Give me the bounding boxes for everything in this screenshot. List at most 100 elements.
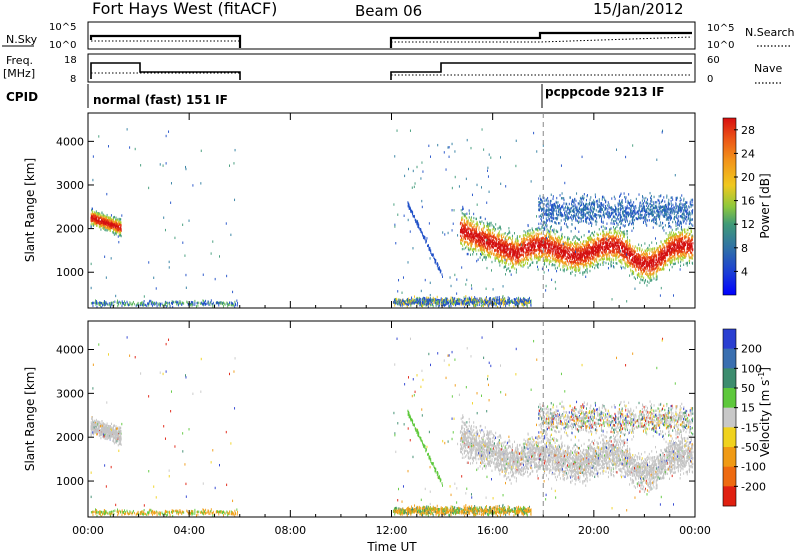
power-echo	[106, 213, 108, 217]
power-echo	[567, 241, 569, 244]
power-echo	[501, 245, 503, 248]
power-echo	[119, 234, 121, 237]
power-echo	[501, 239, 503, 242]
power-echo	[558, 242, 560, 246]
power-echo	[115, 232, 116, 235]
power-echo	[499, 239, 501, 243]
power-echo	[494, 259, 496, 262]
power-echo	[477, 258, 479, 261]
power-echo	[619, 246, 620, 249]
power-echo	[534, 247, 536, 250]
power-echo	[533, 245, 535, 248]
power-echo	[468, 209, 470, 212]
power-echo	[91, 208, 93, 212]
power-echo	[557, 239, 558, 242]
power-echo	[613, 251, 615, 254]
power-echo	[504, 232, 506, 235]
power-echo	[502, 250, 504, 254]
power-echo	[102, 226, 104, 230]
power-echo	[504, 250, 506, 254]
power-echo	[468, 216, 470, 219]
power-echo	[554, 245, 556, 249]
power-echo	[595, 257, 597, 261]
power-echo	[107, 216, 109, 219]
power-echo	[462, 239, 464, 243]
power-echo	[675, 238, 677, 241]
power-echo	[106, 215, 108, 219]
power-echo	[493, 225, 494, 228]
power-echo	[524, 240, 526, 243]
power-echo	[566, 255, 568, 258]
power-echo	[514, 245, 516, 248]
power-echo	[539, 249, 541, 252]
power-echo	[560, 248, 562, 252]
power-echo	[485, 241, 487, 244]
power-echo	[642, 270, 644, 274]
power-echo	[92, 223, 94, 227]
power-echo	[630, 261, 632, 264]
power-echo	[566, 202, 568, 206]
power-echo	[517, 243, 519, 247]
power-echo	[493, 236, 495, 239]
power-echo	[615, 227, 617, 230]
power-echo	[476, 252, 478, 256]
power-echo	[622, 241, 624, 244]
power-echo	[569, 212, 571, 215]
power-echo	[481, 238, 483, 242]
power-echo	[559, 243, 561, 247]
power-echo	[118, 225, 120, 228]
power-echo	[608, 245, 610, 248]
power-echo	[492, 236, 494, 239]
power-echo	[595, 241, 597, 244]
power-echo	[538, 237, 540, 241]
power-echo	[108, 216, 110, 219]
power-echo	[104, 223, 106, 227]
power-echo	[512, 266, 514, 269]
power-echo	[555, 243, 557, 247]
nsearch-tick-bottom: 10^0	[707, 40, 734, 51]
power-echo	[680, 245, 682, 249]
power-echo	[537, 248, 539, 251]
power-echo	[659, 263, 661, 266]
power-echo	[581, 254, 583, 257]
power-echo	[552, 256, 554, 259]
power-echo	[460, 230, 462, 233]
power-echo	[587, 238, 589, 241]
power-echo	[490, 221, 492, 225]
power-echo	[636, 254, 638, 257]
power-echo	[500, 245, 502, 248]
power-echo	[104, 221, 106, 225]
power-echo	[516, 237, 518, 240]
power-echo	[613, 245, 615, 249]
power-echo	[508, 232, 510, 235]
power-echo	[473, 233, 475, 236]
power-echo	[570, 253, 572, 256]
power-echo	[598, 245, 599, 248]
power-echo	[587, 251, 589, 254]
power-echo	[671, 258, 673, 262]
power-echo	[115, 227, 116, 230]
power-echo	[519, 259, 521, 262]
power-echo	[680, 237, 682, 241]
power-echo	[479, 235, 481, 239]
power-echo	[555, 236, 556, 239]
power-echo	[639, 257, 641, 260]
power-echo	[576, 257, 578, 260]
power-echo	[552, 251, 554, 254]
power-echo	[607, 247, 609, 250]
power-echo	[516, 260, 518, 263]
power-echo	[687, 215, 689, 218]
power-echo	[513, 251, 515, 254]
power-echo	[491, 260, 493, 264]
power-echo	[482, 231, 484, 234]
freq-unit: [MHz]	[3, 67, 35, 80]
power-echo	[621, 242, 623, 246]
power-echo	[96, 224, 97, 227]
power-echo	[624, 255, 625, 259]
power-echo	[591, 210, 593, 213]
power-echo	[566, 265, 568, 268]
power-echo	[645, 267, 647, 270]
power-echo	[495, 239, 497, 242]
power-echo	[600, 251, 602, 254]
power-echo	[460, 221, 461, 225]
